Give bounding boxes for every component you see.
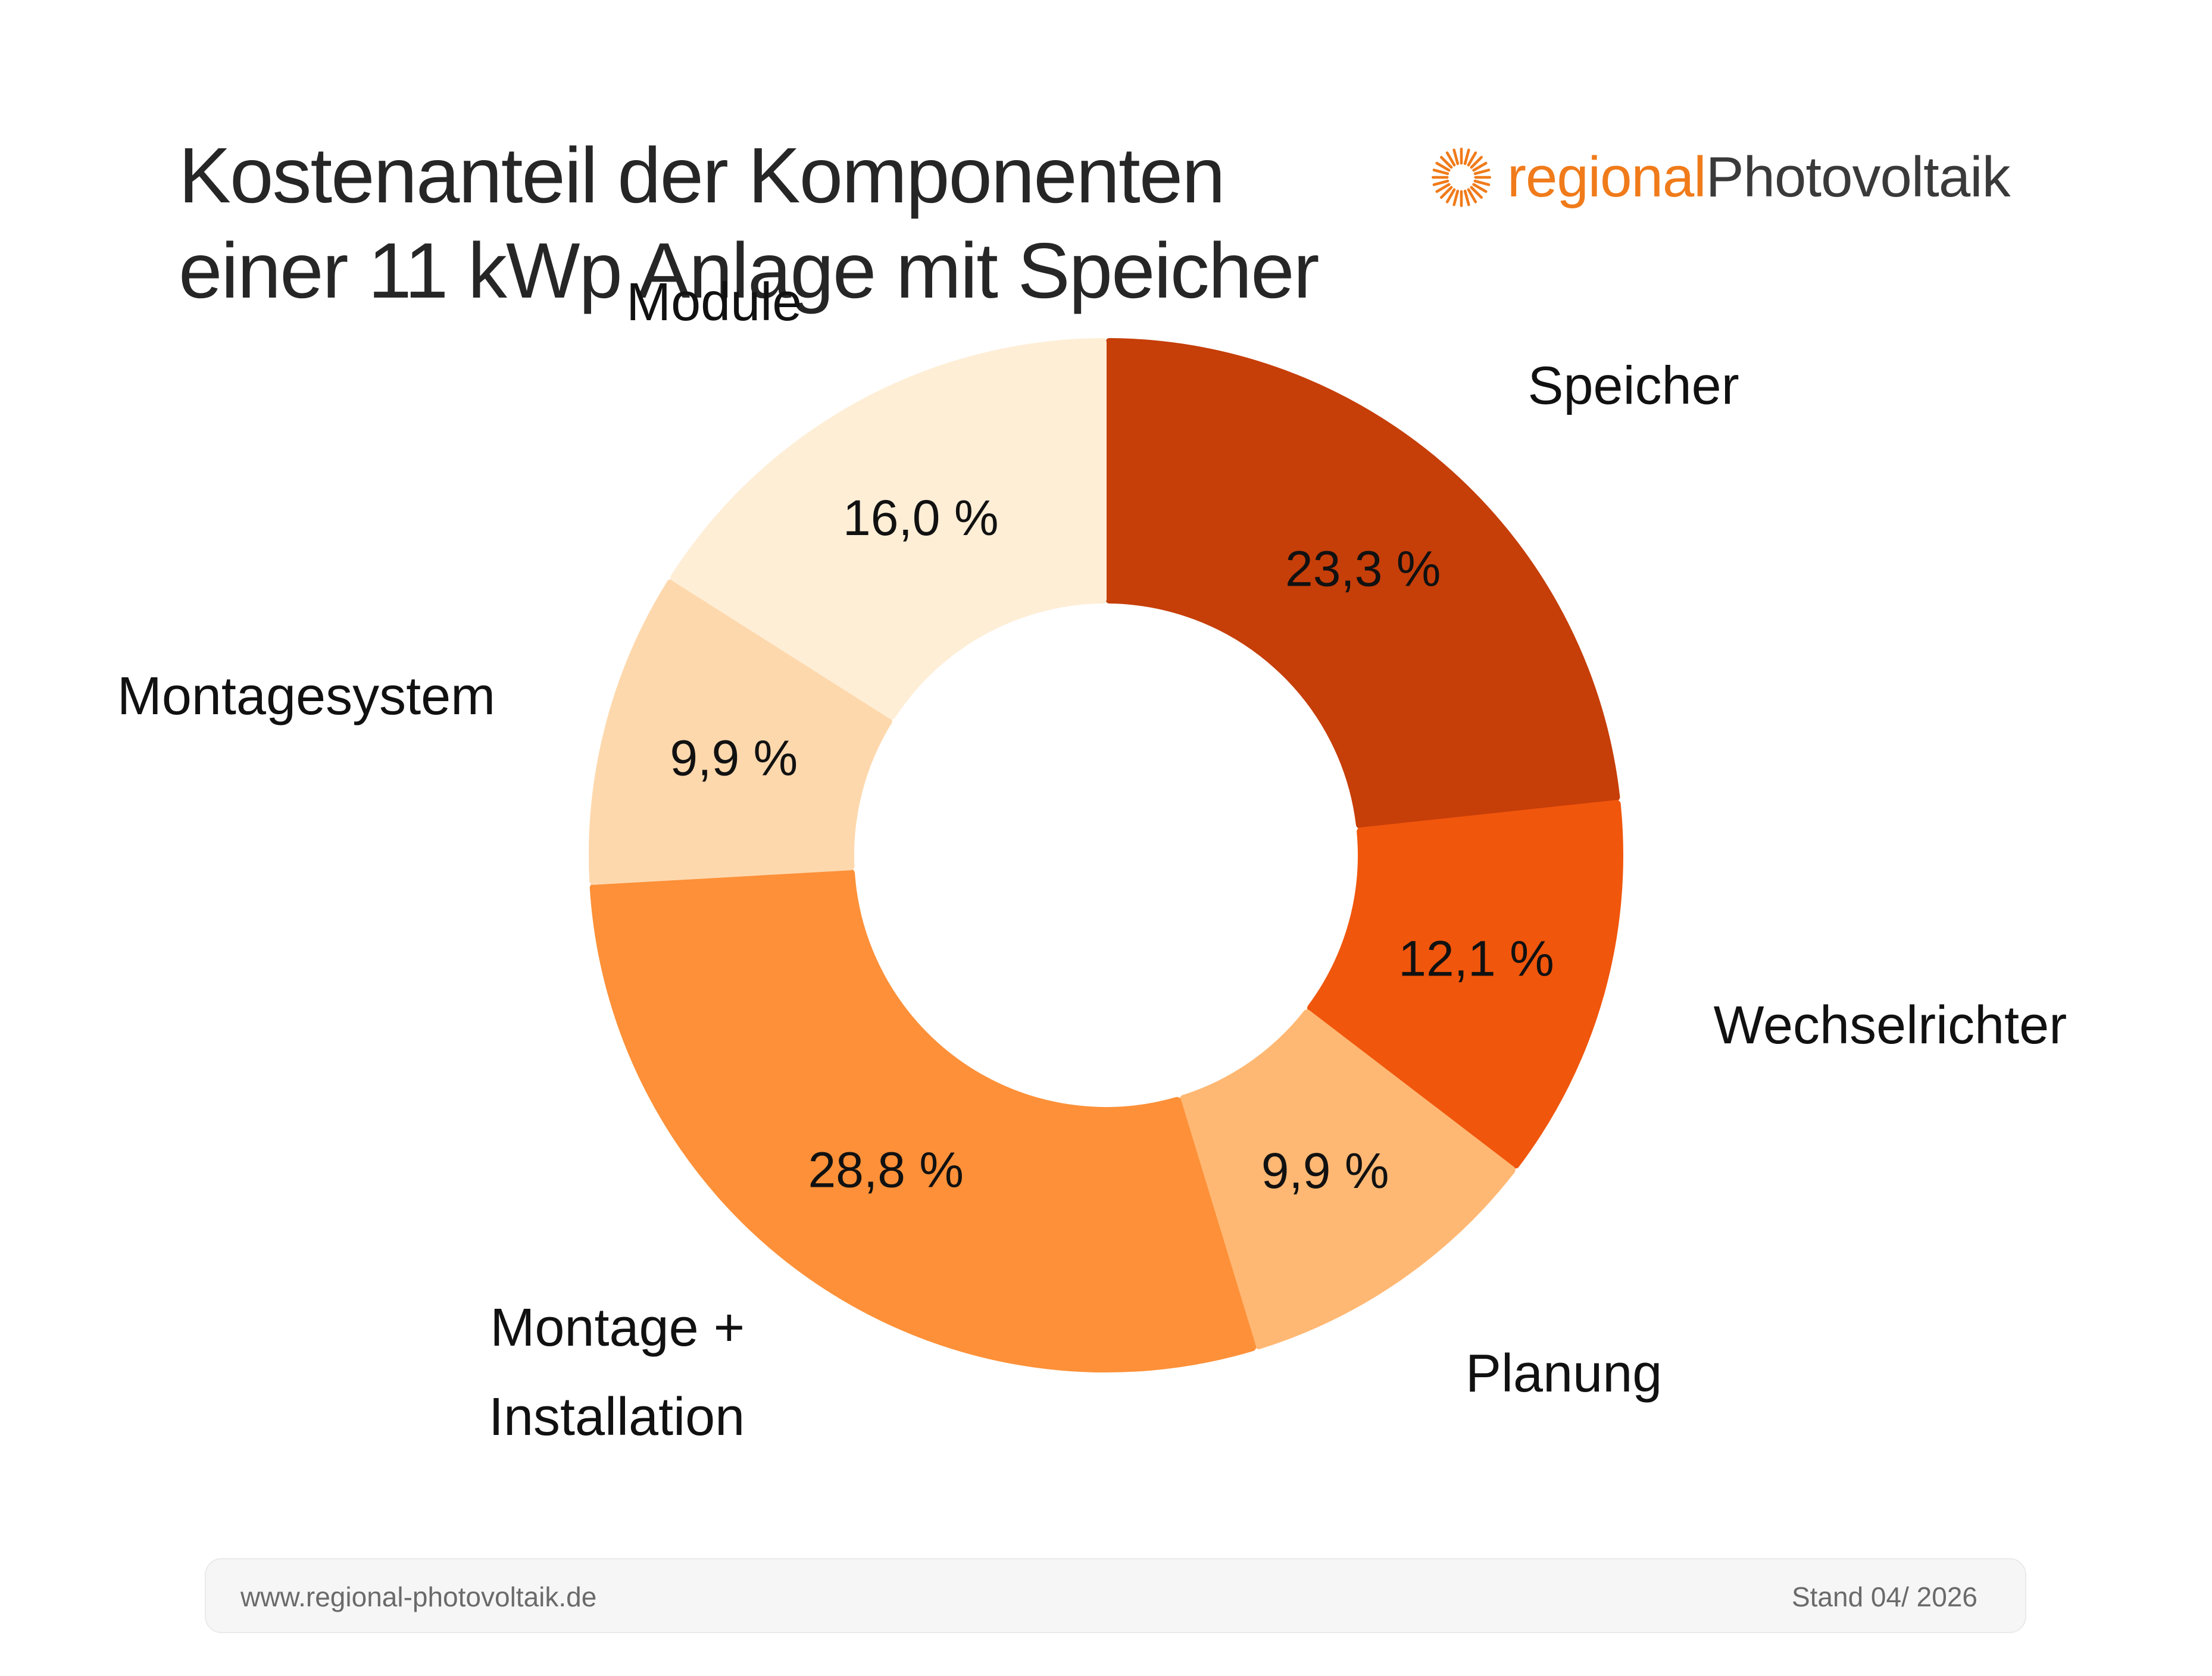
data-label-montagesystem: 9,9 % xyxy=(670,730,798,786)
data-label-montage-installation: 28,8 % xyxy=(808,1142,964,1198)
chart-title: Kostenanteil der Komponenten einer 11 kW… xyxy=(179,128,1320,318)
sun-icon xyxy=(1432,148,1491,207)
category-label-wechselrichter: Wechselrichter xyxy=(1714,996,2067,1055)
data-label-module: 16,0 % xyxy=(843,490,999,546)
slice-montagesystem xyxy=(589,579,892,885)
logo-text-photovoltaik: Photovoltaik xyxy=(1705,145,2011,209)
footer-date: Stand 04/ 2026 xyxy=(1791,1581,1977,1612)
category-label-speicher: Speicher xyxy=(1527,357,1739,416)
category-label-planung: Planung xyxy=(1466,1344,1662,1403)
footer-bar: www.regional-photovoltaik.de Stand 04/ 2… xyxy=(205,1558,2026,1633)
chart-title-line-1: Kostenanteil der Komponenten xyxy=(179,132,1226,219)
slice-speicher xyxy=(1105,338,1620,829)
brand-logo: regionalPhotovoltaik xyxy=(1429,142,2011,213)
data-label-wechselrichter: 12,1 % xyxy=(1398,930,1554,986)
category-label-module: Module xyxy=(626,273,802,332)
logo-text-regional: regional xyxy=(1507,145,1707,209)
data-label-speicher: 23,3 % xyxy=(1285,540,1441,596)
data-label-planung: 9,9 % xyxy=(1261,1143,1389,1199)
slice-module xyxy=(670,338,1107,720)
slice-planung xyxy=(1179,1009,1516,1349)
chart-title-line-2: einer 11 kWp Anlage mit Speicher xyxy=(179,227,1320,314)
category-label-montage-installation: Montage + Installation xyxy=(489,1298,745,1447)
slice-montage-installation xyxy=(589,869,1257,1372)
slice-wechselrichter xyxy=(1307,800,1623,1169)
footer-url: www.regional-photovoltaik.de xyxy=(240,1581,597,1612)
category-label-montagesystem: Montagesystem xyxy=(117,667,495,726)
